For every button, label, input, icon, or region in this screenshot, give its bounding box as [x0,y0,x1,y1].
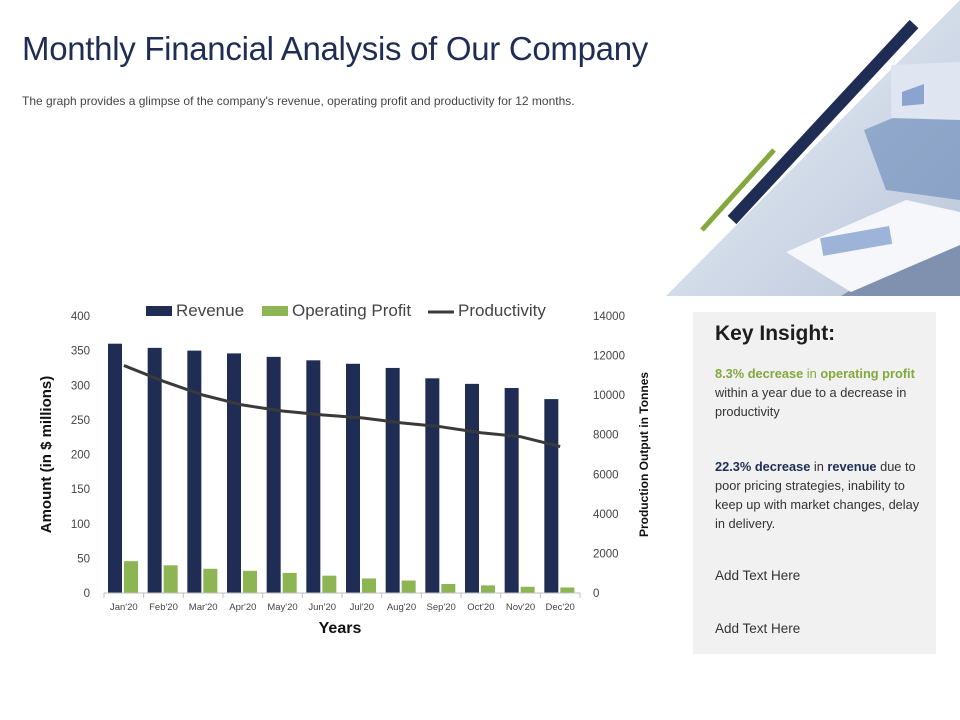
x-tick-label: Dec'20 [546,602,575,613]
operating-profit-bar [560,587,575,593]
revenue-bar [385,367,400,593]
x-tick-label: Aug'20 [387,602,416,613]
legend-revenue-label: Revenue [176,301,244,320]
insight-title: Key Insight: [715,322,836,345]
legend-revenue-swatch [146,306,172,316]
y2-tick-label: 2000 [593,548,619,560]
y2-axis-title: Production Output in Tonnes [637,372,651,537]
y-tick-label: 250 [71,415,90,427]
operating-profit-bar [441,583,456,593]
insight-text: due to poor pricing strategies, inabilit… [715,459,920,531]
y-tick-label: 50 [77,553,90,565]
y-tick-label: 150 [71,484,90,496]
x-tick-label: Jun'20 [308,602,336,613]
operating-profit-bar [124,561,138,593]
revenue-bar [306,360,321,593]
y-tick-label: 100 [71,519,90,531]
y2-tick-label: 0 [593,588,599,600]
y2-tick-label: 12000 [593,351,625,363]
revenue-bar [227,353,241,593]
revenue-bar [425,378,440,593]
x-tick-label: Jul'20 [350,602,375,613]
operating-profit-bar [401,580,416,593]
y-tick-label: 350 [71,346,90,358]
insight-keyword: operating profit [820,366,915,381]
x-tick-label: May'20 [267,602,297,613]
insight-connector: in [803,366,821,381]
insight-item-revenue: 22.3% decrease in revenue due to poor pr… [715,457,920,533]
chart-line [123,364,561,449]
page-subtitle: The graph provides a glimpse of the comp… [22,94,575,108]
revenue-bar [465,383,479,593]
chart-legend: Revenue Operating Profit Productivity [146,301,546,320]
chart-bars [108,343,575,593]
y-tick-label: 300 [71,380,90,392]
insight-highlight: 8.3% decrease [715,366,804,381]
operating-profit-bar [203,568,218,593]
revenue-bar [147,347,162,593]
y-tick-label: 200 [71,450,90,462]
financial-chart: Revenue Operating Profit Productivity 0 50 1… [38,301,651,637]
x-tick-label: Mar'20 [189,602,218,613]
add-text-placeholder-2[interactable]: Add Text Here [715,621,801,636]
chart-axes: 0501001502002503003504000200040006000800… [38,311,651,637]
x-tick-label: Jan'20 [110,602,138,613]
x-axis-title: Years [319,620,362,637]
revenue-bar [544,399,559,593]
operating-profit-bar [322,575,337,593]
revenue-bar [108,343,122,593]
operating-profit-bar [362,578,376,593]
insight-text: within a year due to a decrease in produ… [715,385,907,419]
operating-profit-bar [282,572,297,593]
page-title: Monthly Financial Analysis of Our Compan… [22,30,648,67]
revenue-bar [187,350,202,593]
x-tick-label: Nov'20 [506,602,535,613]
operating-profit-bar [520,586,535,593]
insight-item-operating-profit: 8.3% decrease in operating profit within… [715,364,920,421]
y-tick-label: 0 [84,588,90,600]
productivity-line [123,364,561,449]
legend-operating-profit-label: Operating Profit [292,301,411,320]
revenue-bar [504,388,519,593]
insight-keyword: revenue [827,459,877,474]
y2-tick-label: 8000 [593,430,619,442]
legend-operating-profit-swatch [262,306,288,316]
y-axis-title: Amount (in $ millions) [38,376,55,534]
business-analysis-photo [666,0,960,296]
key-insight-panel: Key Insight: 8.3% decrease in operating … [693,312,936,654]
insight-connector: in [810,459,828,474]
insight-highlight: 22.3% decrease [715,459,811,474]
y2-tick-label: 6000 [593,469,619,481]
x-tick-label: Apr'20 [229,602,256,613]
operating-profit-bar [163,565,178,593]
x-tick-label: Feb'20 [149,602,178,613]
y2-tick-label: 10000 [593,390,625,402]
x-tick-label: Oct'20 [467,602,494,613]
x-tick-label: Sep'20 [427,602,456,613]
y2-tick-label: 4000 [593,509,619,521]
revenue-bar [346,363,360,593]
operating-profit-bar [243,570,257,593]
add-text-placeholder-1[interactable]: Add Text Here [715,568,801,583]
legend-productivity-label: Productivity [458,301,546,320]
y-tick-label: 400 [71,311,90,323]
operating-profit-bar [481,585,495,593]
y2-tick-label: 14000 [593,311,625,323]
revenue-bar [266,356,281,593]
